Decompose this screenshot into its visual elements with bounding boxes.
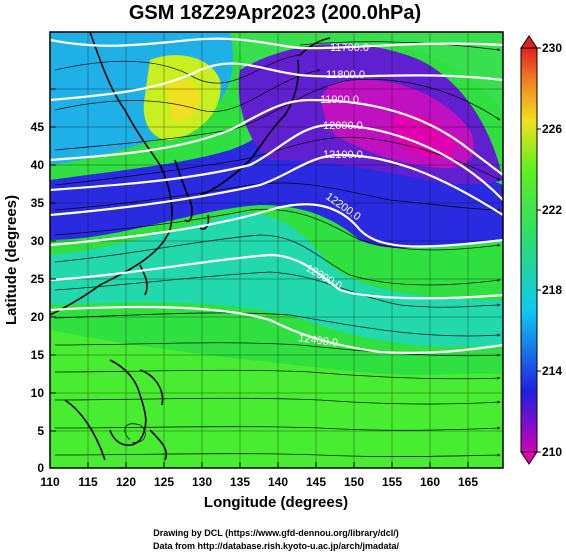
x-tick-label: 115 [78,475,98,489]
y-tick-label: 30 [31,234,45,248]
colorbar-tick-label: 222 [542,203,562,217]
y-tick-label: 20 [31,310,45,324]
credit-line-1: Drawing by DCL (https://www.gfd-dennou.o… [153,528,399,538]
colorbar: 210 214 218 222 226 230 [520,35,562,465]
y-tick-label: 25 [31,272,45,286]
credit-line-2: Data from http://database.rish.kyoto-u.a… [153,541,400,551]
contour-label: 12100.0 [323,149,363,161]
field-trough-center [391,114,455,158]
height-contours [50,37,503,354]
x-tick-label: 140 [268,475,288,489]
x-axis: 110 115 120 125 130 135 140 145 150 155 … [40,462,478,489]
contour-label: 12000.0 [323,120,363,132]
colorbar-tick-label: 230 [542,41,562,55]
x-tick-label: 150 [344,475,364,489]
y-tick-label: 15 [31,348,45,362]
contour-label: 11700.0 [330,42,369,54]
contour-label: 11900.0 [320,94,359,106]
colorbar-tick-label: 214 [542,364,562,378]
y-tick-label: 5 [37,424,44,438]
x-tick-label: 130 [192,475,212,489]
field-cyan-belt [50,213,503,347]
x-tick-label: 125 [154,475,174,489]
y-tick-label: 45 [31,120,45,134]
y-tick-label: 35 [31,196,45,210]
colorbar-tick-label: 210 [542,445,562,459]
coastlines [50,32,331,461]
y-axis: 0 5 10 15 20 25 30 35 40 45 [31,88,56,475]
colorbar-tick-label: 218 [542,283,562,297]
y-tick-label: 40 [31,158,45,172]
field-warm-core [165,80,200,122]
y-tick-label: 0 [37,461,44,475]
x-tick-label: 165 [458,475,478,489]
x-tick-label: 120 [116,475,136,489]
contour-label: 12400.0 [298,332,339,349]
y-tick-label: 10 [31,386,45,400]
chart-title: GSM 18Z29Apr2023 (200.0hPa) [129,2,421,24]
contour-label: 11800.0 [326,69,365,81]
x-axis-label: Longitude (degrees) [204,494,348,511]
x-tick-label: 135 [230,475,250,489]
colorbar-max-arrow [520,35,538,49]
grid-lines [50,32,503,468]
x-tick-label: 160 [420,475,440,489]
colorbar-scale [520,47,538,453]
y-axis-label: Latitude (degrees) [3,195,20,325]
x-tick-label: 110 [40,475,60,489]
colorbar-tick-label: 226 [542,122,562,136]
x-tick-label: 145 [306,475,326,489]
plot-frame [49,31,504,469]
plot-area: 11700.0 11800.0 11900.0 12000.0 12100.0 … [50,32,503,468]
colorbar-min-arrow [520,451,538,465]
x-tick-label: 155 [382,475,402,489]
